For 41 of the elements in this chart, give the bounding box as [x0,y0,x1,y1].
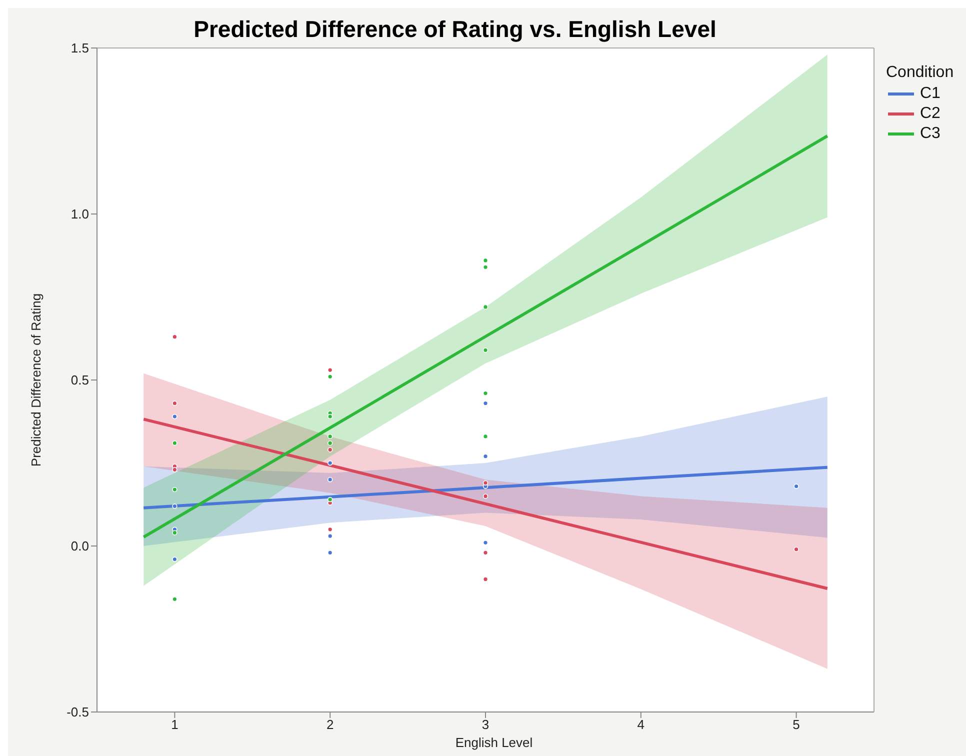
point [482,348,488,353]
y-axis-title: Predicted Difference of Rating [28,293,44,467]
point [328,477,333,482]
x-tick-label: 5 [792,717,800,732]
point [482,494,488,499]
line-series [142,418,829,590]
point [482,304,488,310]
point [328,447,333,452]
line-series [142,466,829,510]
point [172,486,178,492]
legend-title: Condition [886,64,954,82]
point [328,440,333,446]
point [172,530,178,536]
point [794,546,799,552]
legend-label: C3 [920,125,940,143]
point [328,414,333,420]
point [328,434,333,440]
point [172,400,178,406]
y-tick-label: 0.0 [70,538,89,554]
y-tick-label: 0.5 [70,372,89,388]
line-series [142,134,829,539]
point [794,484,799,489]
x-tick-label: 3 [482,717,490,732]
point [172,556,178,562]
point [482,480,488,486]
point [328,496,333,502]
y-tick-label: 1.5 [70,40,89,56]
legend-label: C2 [920,105,940,123]
x-tick-label: 1 [171,717,178,732]
legend-label: C1 [920,85,940,103]
point [172,504,178,509]
point [328,460,333,466]
point [172,440,178,446]
x-tick-label: 2 [326,717,334,732]
point [172,414,178,420]
x-tick-label: 4 [637,717,645,732]
y-tick-label: -0.5 [66,704,89,720]
chart-title: Predicted Difference of Rating vs. English Level [194,16,716,42]
x-axis-title: English Level [454,734,534,752]
point [172,467,178,472]
y-tick-label: 1.0 [70,206,89,222]
